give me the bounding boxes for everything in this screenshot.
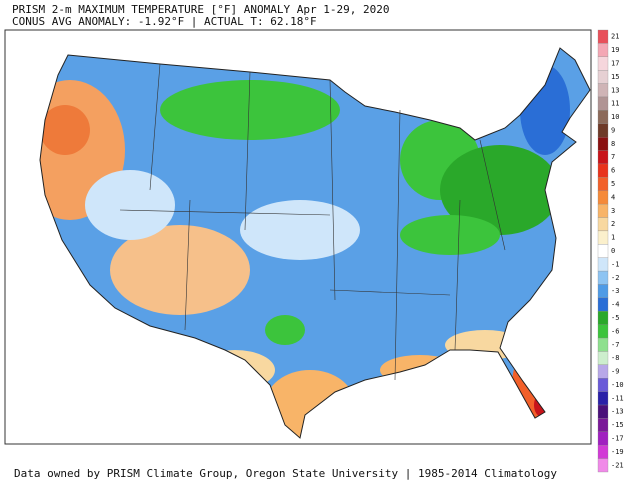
colorbar-swatch	[597, 123, 609, 138]
colorbar-swatch	[597, 190, 609, 205]
colorbar-swatch	[597, 257, 609, 272]
subtitle: CONUS AVG ANOMALY: -1.92°F | ACTUAL T: 6…	[12, 15, 317, 28]
colorbar-swatch	[597, 431, 609, 446]
footer: Data owned by PRISM Climate Group, Orego…	[14, 467, 557, 480]
colorbar-label: 5	[611, 180, 615, 188]
colorbar-label: -21	[611, 461, 624, 469]
colorbar-label: 21	[611, 33, 619, 41]
colorbar-label: 7	[611, 153, 615, 161]
colorbar-swatch	[597, 96, 609, 111]
state-borders	[119, 63, 506, 381]
colorbar-swatch	[597, 351, 609, 365]
colorbar-label: -3	[611, 287, 619, 295]
colorbar-swatch	[597, 137, 609, 151]
colorbar-label: -10	[611, 381, 624, 389]
colorbar-swatch	[597, 270, 609, 285]
colorbar-swatch	[597, 43, 609, 57]
colorbar-label: 2	[611, 220, 615, 228]
colorbar-label: -13	[611, 408, 624, 416]
colorbar-swatch	[597, 244, 609, 258]
colorbar-label: 4	[611, 193, 615, 201]
colorbar-label: -19	[611, 448, 624, 456]
colorbar-swatch	[597, 404, 609, 419]
colorbar-label: 8	[611, 140, 615, 148]
colorbar-swatch	[597, 324, 609, 339]
colorbar-label: 10	[611, 113, 619, 121]
colorbar-swatch	[597, 418, 609, 432]
colorbar-swatch	[597, 56, 609, 71]
title: PRISM 2-m MAXIMUM TEMPERATURE [°F] ANOMA…	[12, 3, 390, 16]
colorbar-swatch	[597, 217, 609, 232]
colorbar-label: -11	[611, 394, 624, 402]
colorbar-swatch	[597, 364, 609, 379]
colorbar-label: -7	[611, 341, 619, 349]
colorbar-label: 17	[611, 59, 619, 67]
colorbar-label: -9	[611, 368, 619, 376]
colorbar-label: -6	[611, 327, 619, 335]
colorbar-label: 1	[611, 234, 615, 242]
colorbar-swatch	[597, 311, 609, 325]
colorbar-swatch	[597, 163, 609, 178]
colorbar-label: -17	[611, 435, 624, 443]
colorbar-swatch	[597, 177, 609, 191]
colorbar-label: 13	[611, 86, 619, 94]
colorbar-label: 9	[611, 126, 615, 134]
colorbar-swatch	[597, 70, 609, 84]
colorbar-swatch	[597, 150, 609, 165]
colorbar-label: -1	[611, 260, 619, 268]
colorbar-label: 19	[611, 46, 619, 54]
colorbar-swatch	[597, 458, 609, 473]
colorbar-label: 3	[611, 207, 615, 215]
colorbar-swatch	[597, 284, 609, 299]
colorbar-label: -4	[611, 301, 619, 309]
colorbar-label: -8	[611, 354, 619, 362]
colorbar-label: -5	[611, 314, 619, 322]
colorbar-label: -2	[611, 274, 619, 282]
colorbar: 211917151311109876543210-1-2-3-4-5-6-7-8…	[597, 29, 624, 473]
colorbar-label: 11	[611, 100, 619, 108]
colorbar-swatch	[597, 83, 609, 98]
colorbar-swatch	[597, 378, 609, 392]
colorbar-swatch	[597, 391, 609, 406]
colorbar-swatch	[597, 297, 609, 312]
colorbar-swatch	[597, 203, 609, 218]
colorbar-swatch	[597, 445, 609, 459]
colorbar-label: -15	[611, 421, 624, 429]
colorbar-swatch	[597, 230, 609, 245]
colorbar-label: 0	[611, 247, 615, 255]
colorbar-swatch	[597, 110, 609, 124]
colorbar-label: 6	[611, 167, 615, 175]
colorbar-swatch	[597, 337, 609, 352]
colorbar-label: 15	[611, 73, 619, 81]
colorbar-swatch	[597, 29, 609, 44]
